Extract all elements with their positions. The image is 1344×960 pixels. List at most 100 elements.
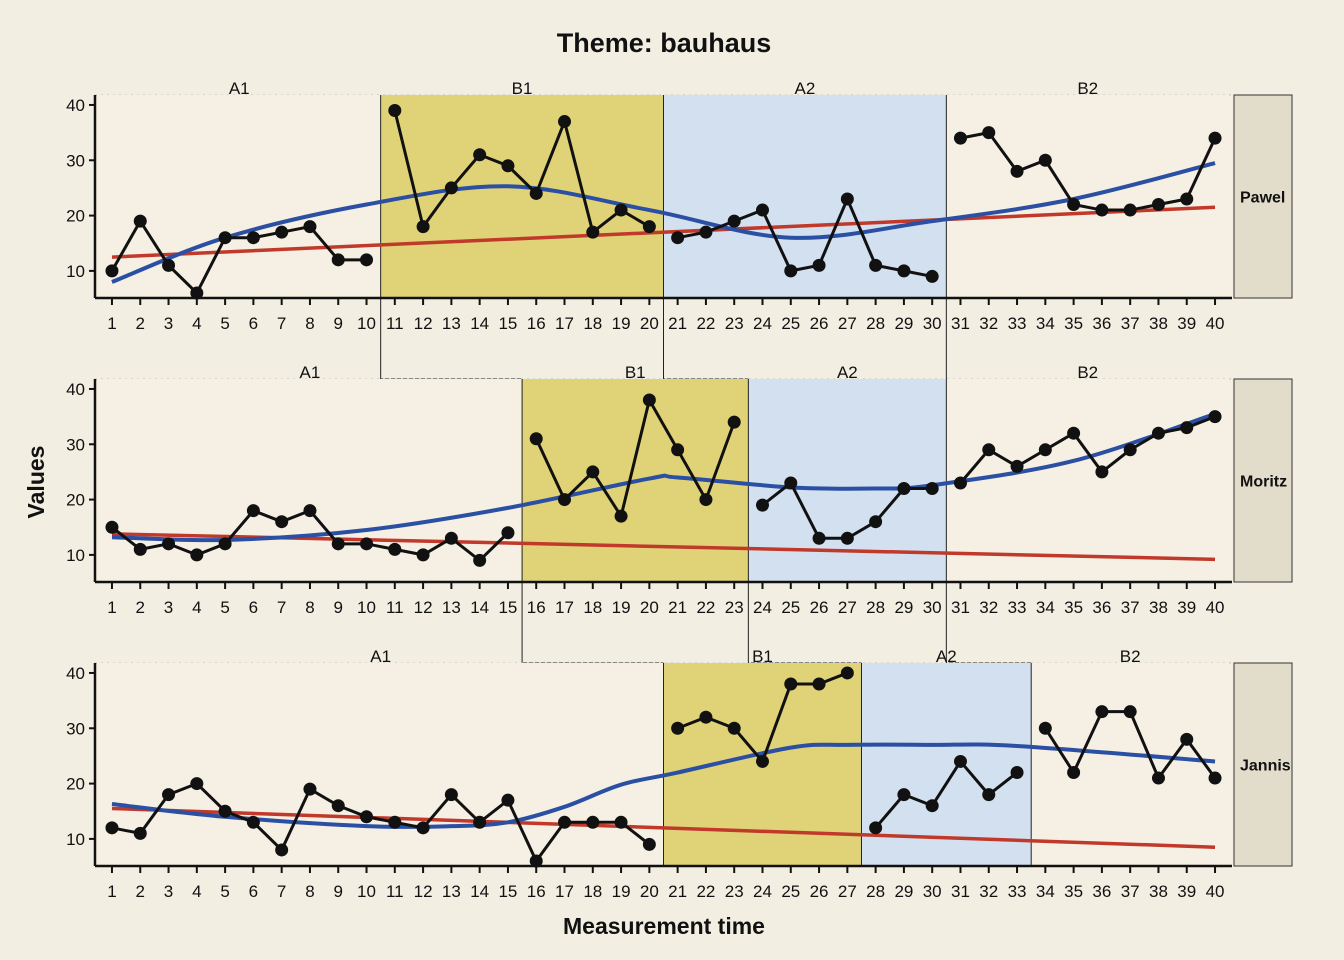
data-point <box>275 225 289 239</box>
x-tick-label: 12 <box>414 314 433 333</box>
data-point <box>1038 153 1052 167</box>
x-tick-label: 31 <box>951 598 970 617</box>
data-point <box>303 782 317 796</box>
y-tick-label: 10 <box>66 546 85 565</box>
x-tick-label: 2 <box>136 598 145 617</box>
phase-label: A1 <box>370 647 391 666</box>
data-point <box>897 482 911 496</box>
data-line-a2 <box>677 195 933 278</box>
x-tick-label: 4 <box>192 598 201 617</box>
x-tick-label: 21 <box>668 314 687 333</box>
phase-label: A2 <box>936 647 957 666</box>
x-tick-label: 22 <box>696 882 715 901</box>
x-tick-label: 1 <box>107 882 116 901</box>
data-point <box>360 253 374 267</box>
data-point <box>1180 732 1194 746</box>
data-point <box>1038 443 1052 457</box>
data-point <box>982 788 996 802</box>
x-tick-label: 35 <box>1064 598 1083 617</box>
data-point <box>784 677 798 691</box>
data-line-a1 <box>111 781 651 864</box>
data-point <box>416 220 430 234</box>
x-tick-label: 26 <box>810 598 829 617</box>
data-point <box>1067 426 1081 440</box>
x-tick-label: 21 <box>668 598 687 617</box>
x-tick-label: 26 <box>810 882 829 901</box>
x-tick-label: 8 <box>305 598 314 617</box>
data-point <box>331 253 345 267</box>
panel-strip <box>1233 662 1293 867</box>
x-tick-label: 25 <box>781 314 800 333</box>
phase-label: A1 <box>229 79 250 98</box>
x-tick-label: 30 <box>923 882 942 901</box>
x-tick-label: 3 <box>164 314 173 333</box>
x-tick-label: 3 <box>164 882 173 901</box>
data-point <box>840 531 854 545</box>
data-point <box>840 666 854 680</box>
panel-strip <box>1233 378 1293 583</box>
x-tick-label: 10 <box>357 882 376 901</box>
x-tick-label: 8 <box>305 882 314 901</box>
x-tick-label: 24 <box>753 882 772 901</box>
x-tick-label: 6 <box>249 314 258 333</box>
data-point <box>642 220 656 234</box>
y-tick-label: 20 <box>66 491 85 510</box>
x-tick-label: 18 <box>583 882 602 901</box>
y-tick-label: 20 <box>66 775 85 794</box>
linear-trend-line <box>111 806 1216 849</box>
data-point <box>1180 421 1194 435</box>
data-point <box>614 203 628 217</box>
data-point <box>1038 721 1052 735</box>
data-point <box>162 258 176 272</box>
data-line-b1 <box>393 110 651 235</box>
x-tick-label: 12 <box>414 598 433 617</box>
data-point <box>133 826 147 840</box>
y-tick-label: 30 <box>66 151 85 170</box>
data-point <box>925 269 939 283</box>
data-point <box>246 231 260 245</box>
y-tick-label: 40 <box>66 96 85 115</box>
data-point <box>1010 766 1024 780</box>
data-point <box>331 537 345 551</box>
x-tick-label: 23 <box>725 882 744 901</box>
x-tick-label: 11 <box>386 598 404 617</box>
data-point <box>275 843 289 857</box>
data-point <box>1208 410 1222 424</box>
x-tick-label: 33 <box>1008 882 1027 901</box>
x-tick-label: 18 <box>583 598 602 617</box>
x-tick-label: 19 <box>612 598 631 617</box>
x-tick-label: 23 <box>725 314 744 333</box>
x-tick-label: 15 <box>498 882 517 901</box>
data-point <box>586 225 600 239</box>
x-tick-label: 22 <box>696 598 715 617</box>
x-tick-label: 5 <box>220 882 229 901</box>
x-tick-label: 30 <box>923 314 942 333</box>
linear-trend-line <box>111 205 1216 259</box>
data-point <box>586 815 600 829</box>
x-tick-label: 8 <box>305 314 314 333</box>
x-tick-label: 29 <box>894 314 913 333</box>
data-point <box>388 815 402 829</box>
data-point <box>473 553 487 567</box>
data-point <box>699 493 713 507</box>
x-tick-label: 28 <box>866 598 885 617</box>
x-tick-label: 32 <box>979 598 998 617</box>
data-point <box>840 192 854 206</box>
x-tick-label: 39 <box>1177 314 1196 333</box>
data-point <box>218 804 232 818</box>
data-point <box>727 415 741 429</box>
x-tick-label: 38 <box>1149 882 1168 901</box>
x-tick-label: 19 <box>612 314 631 333</box>
data-point <box>869 821 883 835</box>
x-tick-label: 36 <box>1092 882 1111 901</box>
data-point <box>586 465 600 479</box>
x-tick-label: 38 <box>1149 598 1168 617</box>
data-point <box>671 443 685 457</box>
x-tick-label: 29 <box>894 882 913 901</box>
data-point <box>133 214 147 228</box>
data-point <box>360 810 374 824</box>
data-point <box>133 542 147 556</box>
data-point <box>331 799 345 813</box>
y-tick-label: 10 <box>66 830 85 849</box>
